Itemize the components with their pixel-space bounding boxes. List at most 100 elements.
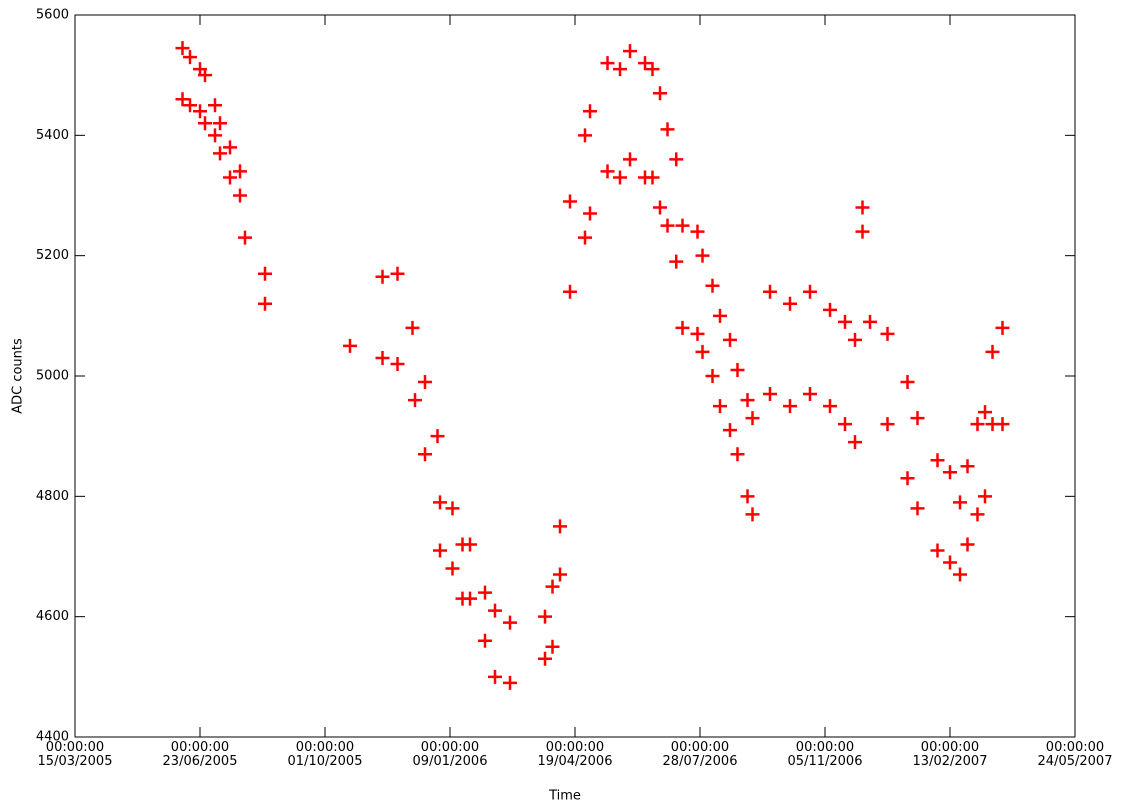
data-point — [583, 206, 597, 221]
data-point — [175, 92, 190, 107]
data-point — [740, 489, 755, 504]
data-point — [783, 399, 797, 414]
x-tick-label: 00:00:00 13/02/2007 — [912, 740, 988, 769]
data-point — [660, 122, 675, 137]
data-point — [613, 170, 627, 185]
data-point — [910, 411, 925, 426]
data-point — [503, 615, 517, 630]
y-tick-label: 5000 — [36, 369, 69, 384]
data-point — [953, 567, 967, 582]
data-point — [405, 320, 420, 335]
data-point — [930, 543, 945, 558]
data-point — [478, 633, 492, 648]
data-point — [995, 320, 1010, 335]
data-point — [763, 284, 777, 299]
data-point — [978, 405, 992, 420]
data-point — [995, 417, 1010, 432]
data-point — [838, 314, 852, 329]
data-point — [910, 501, 925, 516]
data-point — [848, 435, 862, 450]
data-point — [538, 609, 552, 624]
data-point — [880, 326, 895, 341]
data-point — [675, 218, 690, 233]
data-point — [970, 507, 985, 522]
data-point — [233, 164, 247, 179]
data-point — [930, 453, 945, 468]
data-point — [478, 585, 492, 600]
data-point — [343, 338, 357, 353]
data-point — [803, 387, 817, 402]
data-point — [695, 344, 710, 359]
data-point — [985, 344, 1000, 359]
x-tick-label: 00:00:00 15/03/2005 — [37, 740, 113, 769]
data-point — [880, 417, 895, 432]
y-tick-label: 4600 — [36, 609, 69, 624]
data-point — [408, 393, 422, 408]
x-tick-label: 00:00:00 05/11/2006 — [787, 740, 863, 769]
data-point — [553, 519, 567, 534]
data-point — [375, 269, 390, 284]
data-point — [638, 56, 652, 71]
data-point — [375, 350, 390, 365]
data-point — [960, 459, 975, 474]
x-tick-label: 00:00:00 23/06/2005 — [162, 740, 238, 769]
data-point — [600, 164, 615, 179]
data-point — [783, 296, 797, 311]
data-point — [690, 224, 705, 239]
data-point — [960, 537, 975, 552]
data-point — [418, 375, 432, 390]
data-point — [503, 675, 517, 690]
data-point — [740, 393, 755, 408]
data-point — [943, 465, 957, 480]
data-point — [538, 651, 552, 666]
data-point — [258, 296, 272, 311]
data-point — [563, 284, 577, 299]
data-point — [183, 50, 197, 65]
data-point — [390, 356, 405, 371]
data-point — [645, 170, 660, 185]
data-point — [213, 116, 227, 131]
data-point — [660, 218, 675, 233]
data-point — [488, 603, 502, 618]
data-point — [175, 41, 190, 56]
y-tick-label: 5600 — [36, 8, 69, 23]
data-point — [645, 62, 660, 77]
data-point — [233, 188, 247, 203]
data-point — [193, 104, 207, 119]
data-point — [730, 447, 745, 462]
data-point — [418, 447, 432, 462]
data-point — [723, 423, 737, 438]
y-tick-label: 4400 — [36, 730, 69, 745]
data-point — [970, 417, 985, 432]
data-point — [978, 489, 992, 504]
data-point — [463, 537, 477, 552]
data-point — [669, 152, 684, 167]
data-point — [390, 266, 405, 281]
data-point — [463, 591, 477, 606]
data-point — [855, 224, 870, 239]
data-point — [730, 362, 745, 377]
x-tick-label: 00:00:00 28/07/2006 — [662, 740, 738, 769]
data-point — [855, 200, 870, 215]
data-point — [223, 140, 237, 155]
data-point — [705, 369, 720, 383]
data-point — [803, 284, 817, 299]
data-point — [823, 302, 837, 317]
x-tick-label: 00:00:00 09/01/2006 — [412, 740, 488, 769]
data-point — [213, 146, 227, 161]
data-point — [713, 399, 727, 414]
data-point — [838, 417, 852, 432]
data-point — [583, 104, 597, 119]
data-point — [943, 555, 957, 570]
y-tick-label: 5400 — [36, 128, 69, 143]
data-point — [445, 561, 460, 576]
x-tick-label: 00:00:00 19/04/2006 — [537, 740, 613, 769]
y-tick-label: 4800 — [36, 489, 69, 504]
data-point — [763, 387, 777, 402]
data-point — [653, 200, 667, 215]
data-point — [258, 266, 272, 281]
data-point — [613, 62, 627, 77]
y-tick-label: 5200 — [36, 248, 69, 263]
